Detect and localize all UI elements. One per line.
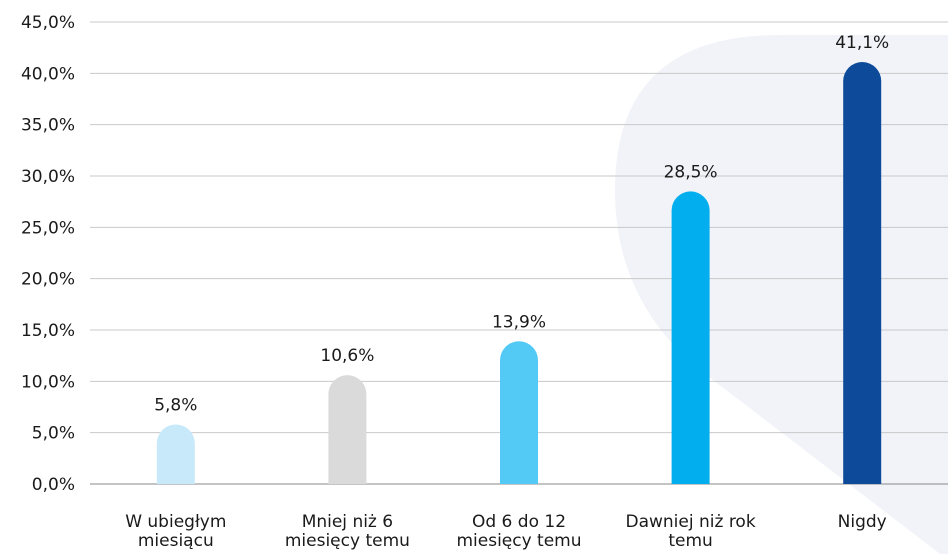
bar (156, 424, 195, 484)
category-label: miesiącu (138, 531, 214, 551)
category-label: W ubiegłym (125, 512, 226, 532)
y-tick-label: 15,0% (21, 321, 75, 341)
y-axis-ticks: 0,0% 5,0% 10,0% 15,0% 20,0% 25,0% 30,0% 35,0% 40… (21, 13, 75, 495)
y-tick-label: 20,0% (21, 270, 75, 290)
category-label: Nigdy (838, 512, 887, 532)
data-label: 5,8% (154, 395, 197, 415)
y-tick-label: 45,0% (21, 13, 75, 33)
category-label: temu (668, 531, 712, 551)
y-tick-label: 40,0% (21, 64, 75, 84)
data-labels: 5,8% 10,6% 13,9% 28,5% 41,1% (154, 33, 889, 415)
category-label: Od 6 do 12 (472, 512, 566, 532)
bars (156, 62, 882, 484)
data-label: 28,5% (664, 162, 718, 182)
gridlines (90, 21, 948, 485)
category-label: miesięcy temu (285, 531, 410, 551)
category-label: miesięcy temu (456, 531, 581, 551)
category-label: Mniej niż 6 (302, 512, 393, 532)
bar (328, 375, 367, 484)
y-tick-label: 35,0% (21, 116, 75, 136)
bar (671, 191, 710, 484)
bar (843, 62, 882, 484)
bar (500, 341, 538, 484)
y-tick-label: 10,0% (21, 372, 75, 392)
data-label: 13,9% (492, 312, 546, 332)
y-tick-label: 5,0% (32, 424, 75, 444)
background-decoration (615, 35, 948, 554)
y-tick-label: 0,0% (32, 475, 75, 495)
y-tick-label: 30,0% (21, 167, 75, 187)
y-tick-label: 25,0% (21, 218, 75, 238)
data-label: 10,6% (320, 346, 374, 366)
category-label: Dawniej niż rok (626, 512, 756, 532)
data-label: 41,1% (835, 33, 889, 53)
